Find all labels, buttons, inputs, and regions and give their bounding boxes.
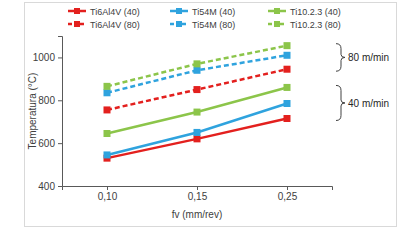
legend-item: Ti6Al4V (40) [68, 7, 140, 17]
series-line [107, 69, 287, 110]
series-line [107, 46, 287, 87]
x-tick-label: 0,25 [278, 191, 298, 202]
series-marker [194, 135, 201, 142]
annotation-brace [336, 85, 345, 120]
legend-item: Ti54M (80) [170, 20, 235, 30]
x-tick-mark [287, 186, 288, 190]
legend-item: Ti6Al4V (80) [68, 20, 140, 30]
y-axis-line [58, 37, 63, 187]
x-tick: 0,25 [278, 186, 298, 202]
legend-marker [274, 8, 280, 14]
series-marker [194, 109, 201, 116]
series-marker [194, 86, 201, 93]
y-tick-label: 1000 [33, 52, 56, 63]
legend-label: Ti6Al4V (40) [90, 7, 140, 17]
series-line [107, 55, 287, 93]
legend-marker [74, 21, 80, 27]
y-tick-mark [58, 100, 62, 101]
legend: Ti6Al4V (40) Ti54M (40) Ti10.2.3 (40) Ti6Al… [68, 7, 341, 30]
y-tick-mark [58, 143, 62, 144]
y-tick-label: 600 [38, 138, 55, 149]
x-axis-title: fv (mm/rev) [172, 209, 223, 220]
x-tick-label: 0,10 [98, 191, 118, 202]
chart: 400 600 800 1000 0,10 0,15 0,25 fv (mm/rev) Temp… [0, 0, 400, 229]
series-line [107, 104, 287, 155]
x-tick-mark [197, 186, 198, 190]
series-marker [284, 66, 291, 73]
series-marker [194, 129, 201, 136]
legend-item: Ti10.2.3 (40) [268, 7, 341, 17]
legend-label: Ti6Al4V (80) [90, 20, 140, 30]
series-marker [104, 83, 111, 90]
series-marker [284, 100, 291, 107]
y-tick-label: 800 [38, 95, 55, 106]
y-axis-title: Temperatura (°C) [27, 73, 38, 150]
annotation-brace [336, 44, 345, 72]
y-tick-mark [58, 57, 62, 58]
legend-marker [74, 8, 80, 14]
series-marker [194, 60, 201, 67]
series-marker [284, 42, 291, 49]
plot-area [104, 42, 291, 162]
series-line [107, 119, 287, 159]
x-tick-mark [107, 186, 108, 190]
legend-label: Ti10.2.3 (40) [290, 7, 341, 17]
series-marker [104, 130, 111, 137]
series-marker [284, 115, 291, 122]
x-tick-label: 0,15 [188, 191, 208, 202]
series-marker [284, 52, 291, 59]
legend-label: Ti54M (80) [192, 20, 235, 30]
legend-item: Ti10.2.3 (80) [268, 20, 341, 30]
x-axis: 0,10 0,15 0,25 [63, 186, 333, 202]
series-line [107, 87, 287, 133]
chart-frame [25, 3, 397, 227]
series-marker [284, 84, 291, 91]
legend-label: Ti54M (40) [192, 7, 235, 17]
series-marker [104, 106, 111, 113]
series-marker [104, 151, 111, 158]
x-tick: 0,15 [188, 186, 208, 202]
x-axis-line [63, 187, 333, 191]
legend-item: Ti54M (40) [170, 7, 235, 17]
legend-marker [274, 21, 280, 27]
series-marker [194, 67, 201, 74]
legend-marker [176, 8, 182, 14]
y-tick-mark [58, 186, 62, 187]
annotation: 80 m/min [348, 52, 389, 63]
series-marker [104, 89, 111, 96]
y-tick: 1000 [33, 52, 62, 63]
x-tick: 0,10 [98, 186, 118, 202]
legend-label: Ti10.2.3 (80) [290, 20, 341, 30]
annotation: 40 m/min [348, 98, 389, 109]
y-tick: 400 [38, 181, 62, 192]
y-tick-label: 400 [38, 181, 55, 192]
legend-marker [176, 21, 182, 27]
y-tick: 800 [38, 95, 62, 106]
y-tick: 600 [38, 138, 62, 149]
